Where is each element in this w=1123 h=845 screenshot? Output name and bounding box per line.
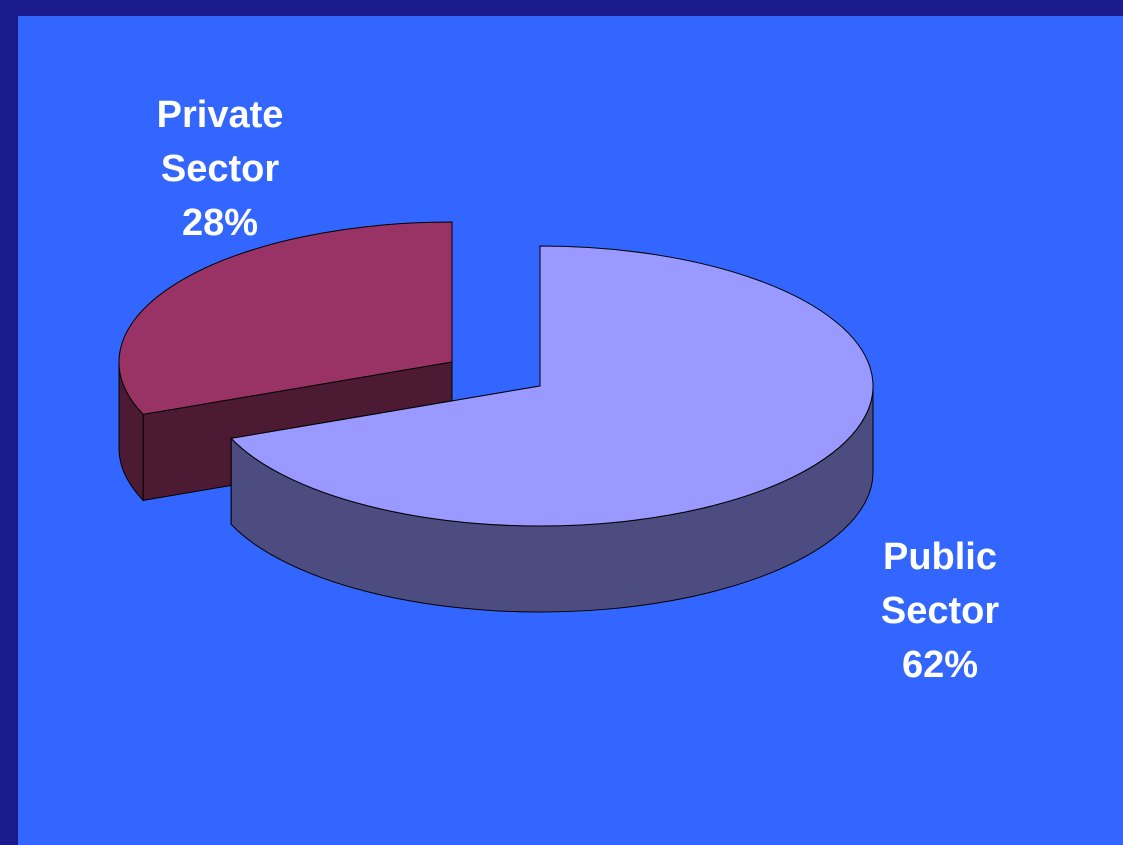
public-sector-label-line-2: Sector bbox=[880, 590, 1000, 632]
private-sector-top bbox=[118, 221, 453, 415]
public-sector-value-label: 62% bbox=[901, 644, 979, 686]
private-sector-label-line-1: Private bbox=[156, 94, 284, 136]
private-sector-value-label: 28% bbox=[181, 202, 259, 244]
public-sector-top bbox=[230, 245, 874, 527]
private-sector-label: Private Sector 28% bbox=[130, 88, 310, 250]
private-sector-label-line-2: Sector bbox=[160, 148, 280, 190]
pie-slice-public-sector bbox=[230, 245, 874, 613]
public-sector-label-line-1: Public bbox=[882, 536, 998, 578]
public-sector-label: Public Sector 62% bbox=[850, 530, 1030, 692]
